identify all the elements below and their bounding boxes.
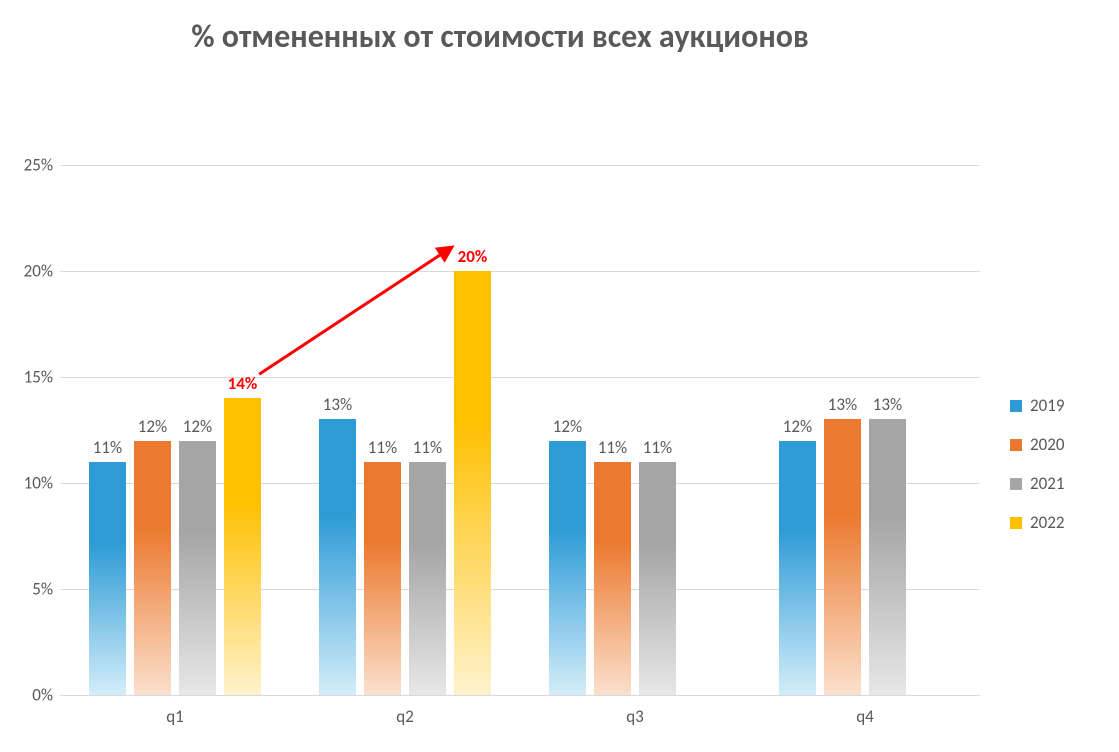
legend-label: 2020 xyxy=(1030,434,1064,455)
x-axis-label: q1 xyxy=(166,706,184,727)
legend-label: 2022 xyxy=(1030,512,1064,533)
bar-value-label: 12% xyxy=(138,416,167,437)
legend-swatch xyxy=(1010,439,1022,451)
bar-value-label: 11% xyxy=(643,437,672,458)
bar xyxy=(134,441,171,695)
chart-title: % отмененных от стоимости всех аукционов xyxy=(0,18,1000,56)
legend-item: 2022 xyxy=(1010,512,1064,533)
bar xyxy=(594,462,631,695)
bar-value-label: 12% xyxy=(553,416,582,437)
gridline xyxy=(60,271,980,272)
x-axis-label: q4 xyxy=(856,706,874,727)
y-axis-label: 10% xyxy=(5,473,53,494)
gridline xyxy=(60,377,980,378)
bar xyxy=(179,441,216,695)
legend-swatch xyxy=(1010,400,1022,412)
bar xyxy=(824,419,861,695)
legend-item: 2020 xyxy=(1010,434,1064,455)
legend: 2019 2020 2021 2022 xyxy=(1010,395,1064,551)
plot-area: 0%5%10%15%20%25%q111%12%12%14%q213%11%11… xyxy=(60,165,980,696)
bar xyxy=(89,462,126,695)
bar-value-label: 12% xyxy=(783,416,812,437)
bar xyxy=(779,441,816,695)
x-axis-label: q3 xyxy=(626,706,644,727)
legend-label: 2019 xyxy=(1030,395,1064,416)
y-axis-label: 5% xyxy=(5,579,53,600)
y-axis-label: 0% xyxy=(5,685,53,706)
bar-value-label: 13% xyxy=(828,394,857,415)
bar xyxy=(549,441,586,695)
legend-item: 2021 xyxy=(1010,473,1064,494)
bar xyxy=(869,419,906,695)
y-axis-label: 20% xyxy=(5,261,53,282)
bar xyxy=(639,462,676,695)
x-axis-label: q2 xyxy=(396,706,414,727)
bar-value-label: 11% xyxy=(368,437,397,458)
bar xyxy=(409,462,446,695)
y-axis-label: 15% xyxy=(5,367,53,388)
legend-swatch xyxy=(1010,517,1022,529)
bar-value-label: 11% xyxy=(413,437,442,458)
bar xyxy=(224,398,261,695)
bar-value-label: 14% xyxy=(228,373,258,394)
legend-item: 2019 xyxy=(1010,395,1064,416)
y-axis-label: 25% xyxy=(5,155,53,176)
bar-value-label: 13% xyxy=(323,394,352,415)
bar xyxy=(319,419,356,695)
legend-label: 2021 xyxy=(1030,473,1064,494)
bar xyxy=(454,271,491,695)
bar-value-label: 13% xyxy=(873,394,902,415)
legend-swatch xyxy=(1010,478,1022,490)
bar-value-label: 12% xyxy=(183,416,212,437)
chart-container: % отмененных от стоимости всех аукционов… xyxy=(0,0,1119,752)
bar-value-label: 20% xyxy=(458,246,488,267)
gridline xyxy=(60,165,980,166)
bar-value-label: 11% xyxy=(598,437,627,458)
bar xyxy=(364,462,401,695)
bar-value-label: 11% xyxy=(93,437,122,458)
